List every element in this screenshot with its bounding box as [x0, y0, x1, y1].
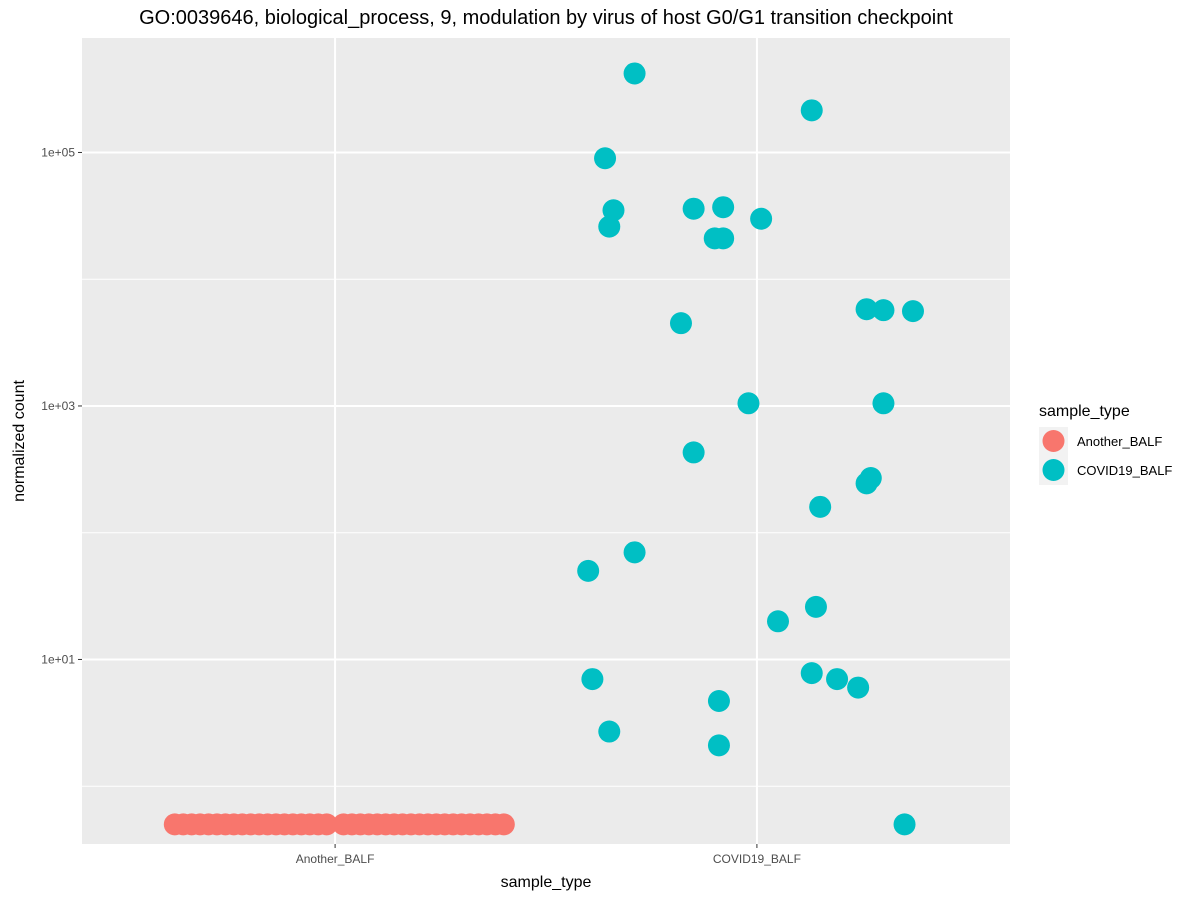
legend-key [1042, 430, 1065, 452]
data-point [855, 298, 878, 321]
chart-title: GO:0039646, biological_process, 9, modul… [139, 7, 953, 29]
data-point [492, 813, 515, 836]
data-point [682, 441, 705, 464]
data-point [707, 734, 730, 757]
data-point [712, 227, 735, 250]
data-point [872, 392, 895, 415]
data-point [767, 610, 789, 633]
y-tick-label: 1e+01 [41, 652, 75, 666]
legend-label: COVID19_BALF [1077, 463, 1172, 478]
data-point [872, 299, 895, 322]
y-tick-label: 1e+05 [41, 145, 75, 159]
data-point [598, 720, 621, 743]
legend-key [1042, 459, 1065, 481]
data-point [901, 300, 924, 323]
data-point [809, 495, 832, 518]
y-axis: 1e+01 1e+03 1e+05 [41, 145, 82, 666]
data-point [737, 392, 760, 415]
data-point [315, 813, 338, 836]
data-point [623, 62, 646, 85]
data-point [712, 196, 735, 219]
data-point [826, 668, 849, 691]
grid-lines [82, 38, 1010, 844]
legend-items: Another_BALF COVID19_BALF [1039, 427, 1172, 485]
data-points [163, 62, 924, 836]
data-point [682, 197, 705, 220]
x-axis: Another_BALF COVID19_BALF [296, 844, 801, 866]
x-tick-label: Another_BALF [296, 852, 375, 866]
data-point [847, 676, 870, 699]
data-point [669, 312, 692, 335]
data-point [707, 690, 730, 713]
x-axis-title: sample_type [501, 874, 592, 891]
data-point [594, 147, 617, 170]
data-point [598, 215, 621, 238]
legend: sample_type Another_BALF COVID19_BALF [1039, 403, 1172, 485]
data-point [623, 541, 646, 564]
data-point [577, 559, 600, 582]
data-point [581, 668, 604, 691]
data-point [804, 595, 827, 618]
x-tick-label: COVID19_BALF [713, 852, 801, 866]
plot-panel [82, 38, 1010, 844]
data-point [855, 472, 878, 495]
data-point [893, 813, 916, 836]
data-point [800, 99, 823, 122]
legend-label: Another_BALF [1077, 434, 1162, 449]
data-point [750, 207, 773, 230]
legend-title: sample_type [1039, 403, 1130, 420]
data-point [800, 662, 823, 685]
y-axis-title: normalized count [11, 380, 28, 502]
y-tick-label: 1e+03 [41, 399, 75, 413]
